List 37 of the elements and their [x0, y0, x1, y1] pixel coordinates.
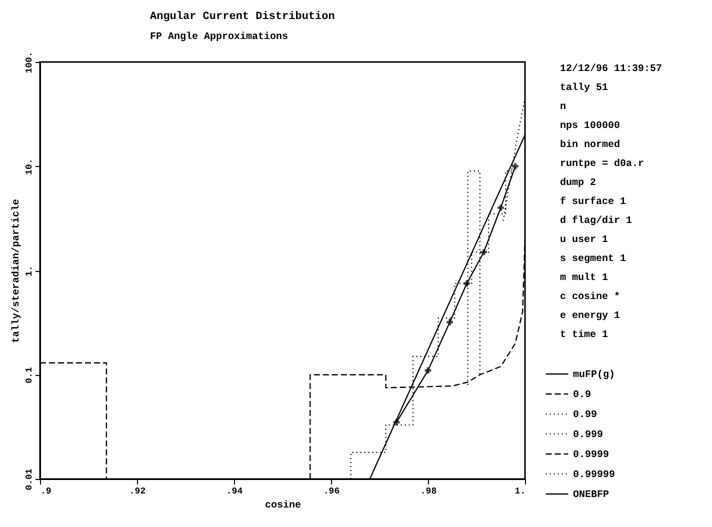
text: m mult 1 — [560, 272, 610, 286]
text: bin normed — [560, 138, 622, 153]
x-tick-label: .98 — [420, 486, 437, 496]
y-tick-label: 100. — [24, 52, 34, 74]
text: tally 51 — [560, 82, 610, 96]
text: t time 1 — [560, 328, 610, 343]
legend-label: 0.9 — [573, 390, 592, 401]
legend-label: 0.999 — [573, 430, 604, 441]
legend-label: ONEBFP — [573, 490, 610, 501]
chart-subtitle: FP Angle Approximations — [150, 31, 288, 44]
text: d flag/dir 1 — [560, 214, 634, 229]
text: dump 2 — [560, 176, 598, 191]
x-tick-label: .9 — [40, 486, 52, 496]
text: u user 1 — [560, 234, 610, 248]
text: runtpe = d0a.r — [560, 158, 646, 172]
y-tick-label: 1. — [24, 266, 34, 276]
legend-label: 0.99999 — [573, 470, 616, 481]
y-axis-title: tally/steradian/particle — [10, 198, 22, 344]
y-tick-label: 0.1 — [24, 366, 34, 384]
text: 12/12/96 11:39:57 — [560, 62, 662, 77]
text: n — [560, 101, 568, 115]
x-axis-title: cosine — [264, 500, 302, 512]
x-tick-label: .96 — [323, 486, 340, 496]
legend-label: muFP(g) — [573, 369, 616, 381]
legend-label: 0.99 — [573, 410, 598, 421]
x-tick-label: 1. — [514, 486, 526, 496]
text: s segment 1 — [560, 253, 628, 267]
legend-label: 0.9999 — [573, 450, 610, 461]
x-tick-label: .94 — [226, 486, 244, 496]
x-tick-label: .92 — [129, 486, 146, 496]
text: e energy 1 — [560, 310, 622, 324]
text: nps 100000 — [560, 120, 622, 134]
text: f surface 1 — [560, 196, 628, 210]
chart-title: Angular Current Distribution — [150, 11, 335, 24]
text: c cosine * — [560, 290, 622, 305]
y-tick-label: 0.01 — [24, 468, 34, 490]
y-tick-label: 10. — [24, 158, 34, 175]
